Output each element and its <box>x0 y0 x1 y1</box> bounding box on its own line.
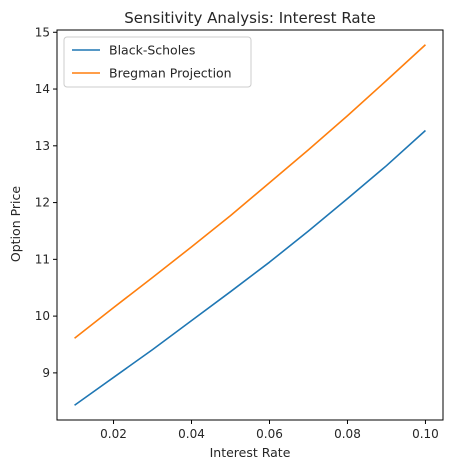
chart-title: Sensitivity Analysis: Interest Rate <box>124 9 375 27</box>
y-axis: 9 10 11 12 13 14 15 <box>35 25 57 380</box>
x-tick-label: 0.10 <box>412 427 439 441</box>
x-axis-label: Interest Rate <box>210 445 291 460</box>
plot-frame <box>56 29 444 421</box>
y-tick-label: 12 <box>35 196 50 210</box>
series-line-0 <box>74 129 426 406</box>
x-axis: 0.02 0.04 0.06 0.08 0.10 <box>100 420 439 441</box>
series-line-1 <box>74 44 426 339</box>
x-tick-label: 0.04 <box>178 427 205 441</box>
legend: Black-Scholes Bregman Projection <box>63 36 252 88</box>
y-tick-label: 14 <box>35 82 50 96</box>
plot-area <box>56 29 444 421</box>
y-tick-label: 11 <box>35 252 50 266</box>
y-axis-label: Option Price <box>8 186 23 262</box>
x-tick-label: 0.02 <box>100 427 127 441</box>
legend-label: Bregman Projection <box>109 66 232 81</box>
x-tick-label: 0.06 <box>256 427 283 441</box>
x-tick-label: 0.08 <box>334 427 361 441</box>
legend-box <box>63 36 252 88</box>
legend-label: Black-Scholes <box>109 43 195 58</box>
plot-background <box>57 30 443 420</box>
y-tick-label: 9 <box>42 366 50 380</box>
y-tick-label: 10 <box>35 309 50 323</box>
series-layer <box>74 44 426 406</box>
y-tick-label: 15 <box>35 25 50 39</box>
y-tick-label: 13 <box>35 139 50 153</box>
